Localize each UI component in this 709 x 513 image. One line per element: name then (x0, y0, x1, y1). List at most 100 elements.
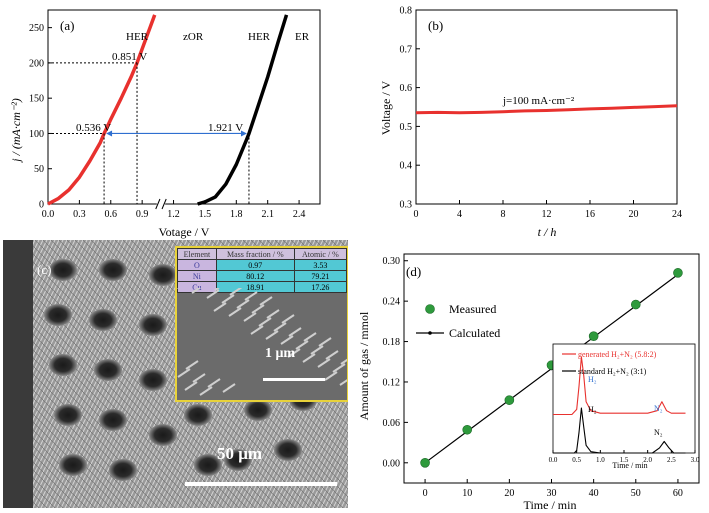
inset-x-tick-label: 1.0 (596, 456, 605, 464)
inset-spike (199, 386, 213, 396)
inset-spike (340, 358, 347, 365)
inset-spike (295, 340, 309, 350)
inset-series-generated (553, 356, 686, 416)
legend-calculated: Calculated (449, 326, 500, 340)
inset-spike (251, 304, 265, 314)
x-tick-label: 1.5 (199, 209, 212, 220)
sem-pore (44, 304, 72, 326)
sem-pore (109, 459, 137, 481)
panel-d-label: (d) (406, 264, 421, 279)
x-tick-label: 2.1 (261, 209, 274, 220)
inset-spike (310, 345, 324, 355)
x-tick-label: 2.4 (293, 209, 306, 220)
x-tick-label: 0.3 (73, 209, 86, 220)
inset-spike (250, 325, 264, 335)
sem-pore (184, 404, 212, 426)
inset-spike (244, 291, 258, 301)
measured-point (588, 331, 599, 341)
inset-spike (266, 309, 280, 319)
y-tick-label: 0.6 (400, 83, 413, 94)
series-her-zor (47, 14, 157, 206)
label-er: ER (295, 31, 310, 43)
inset-peak-h2-red: H₂ (588, 375, 597, 384)
sem-pore (59, 454, 87, 476)
inset-x-tick-label: 2.5 (667, 456, 676, 464)
inset-spike (281, 314, 295, 324)
y-tick-label: 0.24 (383, 297, 401, 308)
inset-spike (288, 327, 302, 337)
y-tick-label: 0.30 (383, 256, 401, 267)
inset-x-tick-label: 0.0 (549, 456, 558, 464)
sem-pore (99, 259, 127, 281)
sem-pore (49, 354, 77, 376)
inset-spike (214, 288, 220, 291)
series-voltage (415, 104, 678, 115)
panel-b-ylabel: Voltage / V (379, 81, 393, 136)
x-tick-label: 0.6 (105, 209, 118, 220)
eds-mass: 0.97 (215, 259, 295, 271)
inset-spike (265, 330, 279, 340)
inset-spike (325, 350, 339, 360)
inset-peak-n2-black: N₂ (654, 428, 663, 437)
x-tick-label: 20 (504, 488, 514, 499)
inset-x-tick-label: 2.0 (643, 456, 652, 464)
sem-pore (194, 454, 222, 476)
eds-table: Element Mass fraction / % Atomic / % O 0… (177, 248, 347, 293)
axis-break-mark (161, 198, 167, 210)
sem-pore (139, 369, 167, 391)
inset-spike (222, 383, 236, 393)
x-tick-label: 1.8 (230, 209, 243, 220)
inset-legend-standard: standard H₂+N₂ (3:1) (578, 367, 647, 376)
y-tick-label: 200 (29, 58, 44, 69)
main-scale-bar (185, 482, 337, 486)
y-tick-label: 0.4 (400, 161, 413, 172)
inset-spike (318, 337, 332, 347)
inset-spike (192, 373, 206, 383)
inset-spike (317, 358, 331, 368)
x-tick-label: 10 (462, 488, 472, 499)
sem-pore (274, 439, 302, 461)
y-tick-label: 0.3 (400, 200, 413, 211)
axis-break (156, 198, 166, 210)
sem-pore (54, 404, 82, 426)
x-tick-label: 1.2 (167, 209, 180, 220)
x-tick-label: 40 (589, 488, 599, 499)
sem-pore (149, 424, 177, 446)
inset-spike (229, 288, 243, 296)
inset-texture (177, 288, 347, 396)
eds-header-atomic: Atomic / % (293, 248, 347, 260)
x-tick-label: 20 (629, 209, 639, 220)
sem-pore (224, 449, 252, 471)
panel-b-label: (b) (428, 18, 443, 33)
x-tick-label: 0 (423, 488, 428, 499)
y-tick-label: 50 (34, 164, 44, 175)
panel-a-chart: 0.0 0.3 0.6 0.9 1.2 1.5 1.8 2.1 2.4 0 50 100 150 200 2… (9, 9, 321, 239)
x-tick-label: 24 (672, 209, 682, 220)
label-her-2: HER (248, 31, 271, 43)
sem-pore (49, 259, 77, 281)
eds-atomic: 17.26 (293, 281, 347, 293)
x-tick-label: 16 (585, 209, 595, 220)
inset-spike (332, 363, 346, 373)
y-tick-label: 0.8 (400, 6, 413, 17)
annot-1921: 1.921 V (208, 122, 243, 134)
inset-spike (177, 368, 191, 378)
x-tick-label: 12 (542, 209, 552, 220)
plot-frame (47, 9, 321, 205)
inset-spike (303, 332, 317, 342)
measured-point (462, 424, 473, 435)
measured-point (504, 395, 515, 405)
x-tick-label: 50 (631, 488, 641, 499)
eds-atomic: 3.53 (293, 259, 347, 271)
y-tick-label: 0.06 (383, 418, 401, 429)
inset-spike (258, 317, 272, 327)
measured-point (673, 268, 683, 278)
panel-d-xlabel: Time / min (524, 498, 577, 512)
eds-header-mass: Mass fraction / % (215, 248, 295, 260)
inset-spike (339, 379, 347, 386)
inset-x-tick-label: 0.5 (572, 456, 581, 464)
x-tick-label: 8 (501, 209, 506, 220)
eds-mass: 80.12 (215, 270, 295, 282)
inset-spike (206, 289, 220, 299)
inset-legend-generated: generated H₂+N₂ (5.8:2) (578, 350, 657, 359)
